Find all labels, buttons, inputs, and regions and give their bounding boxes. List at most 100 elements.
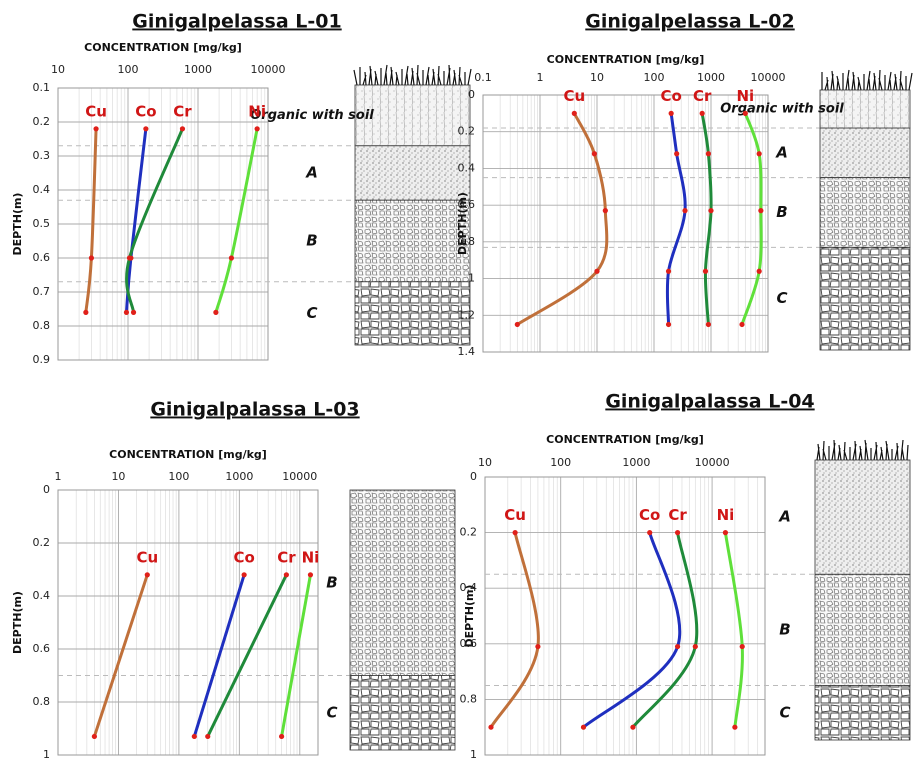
series-line bbox=[192, 574, 246, 737]
soil-horizon bbox=[354, 145, 471, 201]
x-tick-label: 100 bbox=[118, 63, 139, 76]
data-point bbox=[602, 208, 608, 214]
data-point bbox=[191, 733, 197, 740]
x-tick-label: 10 bbox=[590, 71, 604, 84]
series-label: Ni bbox=[717, 506, 735, 524]
chart-title: Ginigalpelassa L-02 bbox=[585, 11, 794, 33]
y-tick-label: 1 bbox=[470, 748, 477, 761]
horizon-label: A bbox=[305, 164, 318, 182]
plot-frame bbox=[57, 87, 269, 361]
x-tick-label: 1000 bbox=[225, 470, 253, 483]
y-tick-label: 0.4 bbox=[33, 589, 51, 602]
data-point bbox=[130, 309, 137, 315]
soil-horizon bbox=[814, 459, 911, 575]
data-point bbox=[93, 126, 99, 132]
y-tick-label: 0 bbox=[43, 483, 50, 496]
data-point bbox=[699, 110, 705, 116]
data-point bbox=[692, 643, 698, 650]
data-point bbox=[213, 309, 219, 315]
data-point bbox=[665, 268, 672, 274]
y-tick-label: 1.2 bbox=[458, 308, 476, 321]
data-point bbox=[488, 724, 494, 730]
series-label: Co bbox=[135, 102, 156, 120]
series-label: Cr bbox=[173, 102, 192, 120]
soil-horizon bbox=[819, 246, 911, 351]
horizon-label: B bbox=[776, 203, 787, 221]
series-line bbox=[516, 112, 609, 326]
x-tick-label: 10 bbox=[111, 470, 125, 483]
series-line bbox=[280, 574, 312, 737]
y-tick-label: 0.8 bbox=[458, 235, 476, 248]
data-point bbox=[594, 268, 600, 274]
data-point bbox=[739, 643, 745, 650]
y-tick-label: 0 bbox=[470, 470, 477, 483]
data-point bbox=[668, 110, 674, 116]
horizon-label: B bbox=[306, 232, 317, 250]
data-point bbox=[756, 151, 762, 157]
horizon-label: C bbox=[326, 703, 337, 721]
y-tick-label: 0.3 bbox=[33, 149, 51, 162]
data-point bbox=[705, 321, 711, 328]
x-tick-label: 0.1 bbox=[474, 71, 492, 84]
chart-title: Ginigalpalassa L-03 bbox=[150, 399, 359, 421]
data-point bbox=[682, 208, 688, 214]
y-axis-label: DEPTH(m) bbox=[11, 193, 24, 256]
series-line bbox=[665, 113, 687, 325]
horizon-label: C bbox=[779, 703, 790, 721]
y-tick-label: 0.2 bbox=[33, 115, 51, 128]
series-line bbox=[700, 113, 713, 325]
y-tick-label: 0.8 bbox=[33, 319, 51, 332]
y-tick-label: 0.4 bbox=[458, 161, 476, 174]
y-tick-label: 0.6 bbox=[33, 642, 51, 655]
grass bbox=[816, 439, 909, 461]
y-tick-label: 1 bbox=[468, 272, 475, 285]
data-point bbox=[756, 268, 762, 274]
soil-horizon bbox=[349, 489, 456, 676]
y-tick-label: 0.5 bbox=[33, 217, 51, 230]
data-point bbox=[674, 643, 681, 650]
x-tick-label: 1000 bbox=[622, 456, 650, 469]
y-tick-label: 1 bbox=[43, 748, 50, 761]
horizon-label: B bbox=[326, 573, 337, 591]
data-point bbox=[665, 321, 672, 328]
y-tick-label: 0.6 bbox=[33, 251, 51, 264]
horizon-label: B bbox=[779, 620, 790, 638]
y-tick-label: 0.8 bbox=[33, 695, 51, 708]
y-tick-label: 0.9 bbox=[33, 353, 51, 366]
soil-horizon bbox=[354, 199, 471, 283]
horizon-label: Organic with soil bbox=[250, 108, 374, 123]
x-tick-label: 1 bbox=[55, 470, 62, 483]
y-tick-label: 0.7 bbox=[33, 285, 51, 298]
x-tick-label: 10 bbox=[51, 63, 65, 76]
data-point bbox=[702, 268, 709, 274]
x-tick-label: 1 bbox=[537, 71, 544, 84]
series-label: Cu bbox=[563, 87, 585, 105]
x-tick-label: 10000 bbox=[751, 71, 786, 84]
y-tick-label: 0.4 bbox=[33, 183, 51, 196]
data-point bbox=[307, 572, 314, 578]
chart-title: Ginigalpelassa L-01 bbox=[132, 11, 341, 33]
y-axis-label: DEPTH(m) bbox=[11, 591, 24, 654]
soil-horizon bbox=[349, 675, 456, 751]
series-label: Cr bbox=[693, 87, 712, 105]
plot-frame bbox=[484, 476, 766, 756]
x-tick-label: 100 bbox=[550, 456, 571, 469]
data-point bbox=[241, 572, 247, 578]
data-point bbox=[630, 724, 636, 730]
horizon-label: Organic with soil bbox=[720, 102, 844, 117]
soil-horizon bbox=[354, 84, 471, 147]
data-point bbox=[571, 110, 577, 116]
series-line bbox=[84, 128, 98, 313]
plot-frame bbox=[57, 489, 319, 756]
data-point bbox=[144, 572, 150, 578]
x-axis-label: CONCENTRATION [mg/kg] bbox=[109, 448, 267, 461]
data-point bbox=[758, 208, 764, 214]
data-point bbox=[708, 208, 714, 214]
data-point bbox=[742, 110, 748, 116]
data-point bbox=[580, 724, 587, 730]
x-axis-label: CONCENTRATION [mg/kg] bbox=[84, 41, 242, 54]
data-point bbox=[123, 309, 130, 315]
y-tick-label: 0.6 bbox=[460, 637, 478, 650]
soil-horizon bbox=[819, 89, 911, 129]
